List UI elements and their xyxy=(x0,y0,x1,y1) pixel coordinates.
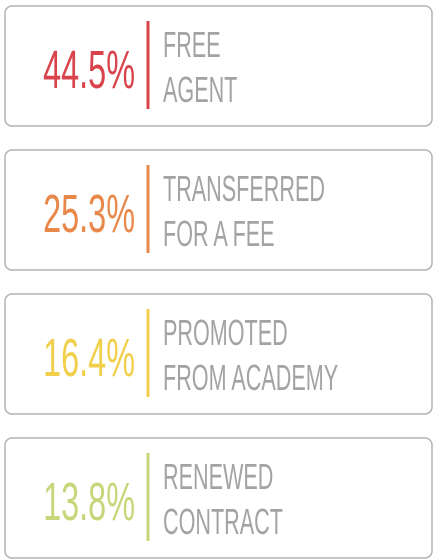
value-group: 13.8% xyxy=(43,473,135,532)
stat-card: 25.3% TRANSFERRED FOR A FEE xyxy=(4,149,433,271)
card-border xyxy=(4,149,433,271)
card-border xyxy=(4,293,433,415)
stat-label: FREE xyxy=(163,25,221,65)
label-group: FREE xyxy=(163,25,221,65)
stat-card: 13.8% RENEWED CONTRACT xyxy=(4,437,433,559)
label-group: CONTRACT xyxy=(163,502,283,542)
stat-label: PROMOTED xyxy=(163,313,288,353)
label-group: FOR A FEE xyxy=(163,214,275,254)
label-group: FROM ACADEMY xyxy=(163,358,338,398)
value-group: 44.5% xyxy=(43,41,135,100)
stat-card: 44.5% FREE AGENT xyxy=(4,5,433,127)
stat-value: 44.5% xyxy=(43,41,135,100)
stat-value: 25.3% xyxy=(43,185,135,244)
label-group: PROMOTED xyxy=(163,313,288,353)
card-border xyxy=(4,5,433,127)
stat-value: 13.8% xyxy=(43,473,135,532)
stat-value: 16.4% xyxy=(43,329,135,388)
stat-label: TRANSFERRED xyxy=(163,169,325,209)
value-group: 16.4% xyxy=(43,329,135,388)
label-group: TRANSFERRED xyxy=(163,169,325,209)
stat-label: RENEWED xyxy=(163,457,273,497)
stat-label: CONTRACT xyxy=(163,502,283,542)
stat-label: AGENT xyxy=(163,70,237,110)
label-group: AGENT xyxy=(163,70,237,110)
stat-label: FOR A FEE xyxy=(163,214,275,254)
stat-label: FROM ACADEMY xyxy=(163,358,338,398)
stat-card: 16.4% PROMOTED FROM ACADEMY xyxy=(4,293,433,415)
value-group: 25.3% xyxy=(43,185,135,244)
card-border xyxy=(4,437,433,559)
label-group: RENEWED xyxy=(163,457,273,497)
